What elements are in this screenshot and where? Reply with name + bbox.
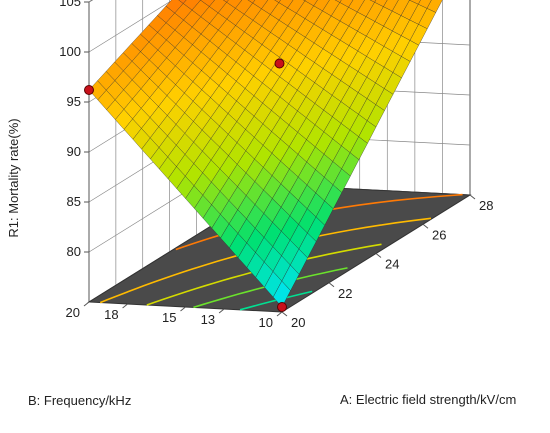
y-axis-label: B: Frequency/kHz <box>28 393 131 408</box>
y-tick-label: 13 <box>201 312 215 327</box>
contour-line <box>239 290 313 311</box>
y-tick-mark <box>180 306 186 312</box>
x-tick-label: 28 <box>479 198 493 213</box>
x-axis-label: A: Electric field strength/kV/cm <box>340 392 516 407</box>
z-tick-label: 85 <box>67 194 81 209</box>
design-point <box>84 85 94 95</box>
y-tick-label: 10 <box>259 315 273 330</box>
y-tick-mark <box>83 301 90 307</box>
surface-cell <box>272 280 291 308</box>
y-tick-label: 20 <box>66 305 80 320</box>
contour-line <box>146 243 382 306</box>
design-point <box>277 302 287 312</box>
x-tick-mark <box>281 311 288 317</box>
z-tick-label: 90 <box>67 144 81 159</box>
design-point <box>274 58 285 69</box>
z-tick-label: 95 <box>67 94 81 109</box>
y-tick-mark <box>276 311 283 317</box>
surface-cell <box>178 0 187 4</box>
z-tick-label: 105 <box>59 0 81 9</box>
x-tick-mark <box>469 194 476 200</box>
z-axis-label: R1: Mortality rate(%) <box>6 118 21 237</box>
x-tick-mark <box>328 282 335 288</box>
contour-line <box>99 217 432 304</box>
contour-line <box>193 267 348 309</box>
y-tick-mark <box>122 303 128 309</box>
y-tick-label: 18 <box>104 307 118 322</box>
x-tick-label: 20 <box>291 315 305 330</box>
x-tick-label: 22 <box>338 286 352 301</box>
x-tick-label: 24 <box>385 257 399 272</box>
x-tick-mark <box>375 253 382 258</box>
tick-labels: 80 85 90 95 100 105 20 22 24 26 28 10 13 15 18 20 <box>59 0 493 330</box>
surface-cell <box>222 0 229 3</box>
x-tick-label: 26 <box>432 227 446 242</box>
wall-gridline <box>88 0 174 53</box>
design-points <box>84 58 287 312</box>
z-tick-label: 80 <box>67 244 81 259</box>
y-tick-mark <box>218 308 225 314</box>
response-surface <box>88 0 443 308</box>
z-tick-label: 100 <box>59 44 81 59</box>
y-tick-label: 15 <box>162 310 176 325</box>
x-tick-mark <box>422 223 429 229</box>
